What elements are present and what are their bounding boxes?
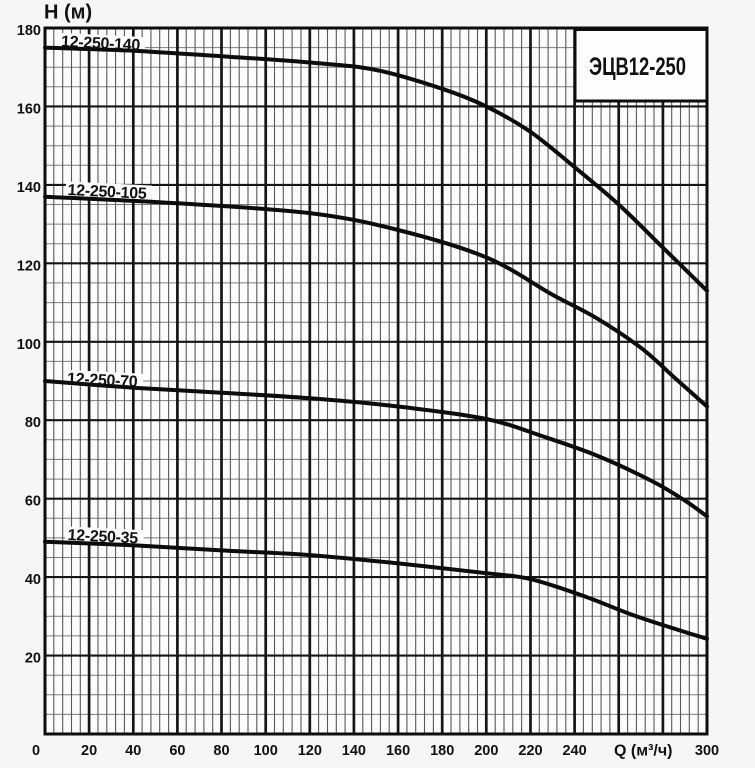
svg-text:220: 220 xyxy=(518,743,542,759)
svg-text:20: 20 xyxy=(81,743,97,759)
svg-text:160: 160 xyxy=(17,101,41,117)
svg-text:180: 180 xyxy=(17,23,41,39)
svg-text:ЭЦВ12-250: ЭЦВ12-250 xyxy=(589,53,686,81)
svg-text:120: 120 xyxy=(17,258,41,274)
svg-text:80: 80 xyxy=(25,415,41,431)
svg-text:12-250-35: 12-250-35 xyxy=(67,527,138,547)
svg-text:140: 140 xyxy=(342,743,366,759)
svg-text:140: 140 xyxy=(17,180,41,196)
svg-text:Q (м³/ч): Q (м³/ч) xyxy=(614,743,672,760)
svg-text:100: 100 xyxy=(17,337,41,353)
svg-text:12-250-140: 12-250-140 xyxy=(61,34,141,55)
svg-text:240: 240 xyxy=(562,743,586,759)
svg-text:120: 120 xyxy=(298,743,322,759)
svg-text:180: 180 xyxy=(430,743,454,759)
svg-text:20: 20 xyxy=(25,651,41,667)
svg-text:H (м): H (м) xyxy=(44,2,92,24)
svg-text:80: 80 xyxy=(213,743,229,759)
svg-text:200: 200 xyxy=(474,743,498,759)
svg-text:12-250-105: 12-250-105 xyxy=(67,182,147,203)
svg-text:40: 40 xyxy=(25,572,41,588)
svg-text:0: 0 xyxy=(32,743,40,759)
svg-text:40: 40 xyxy=(125,743,141,759)
svg-text:100: 100 xyxy=(254,743,278,759)
svg-text:160: 160 xyxy=(386,743,410,759)
svg-text:60: 60 xyxy=(25,494,41,510)
svg-text:300: 300 xyxy=(695,743,719,759)
svg-text:60: 60 xyxy=(169,743,185,759)
svg-text:12-250-70: 12-250-70 xyxy=(67,371,138,391)
